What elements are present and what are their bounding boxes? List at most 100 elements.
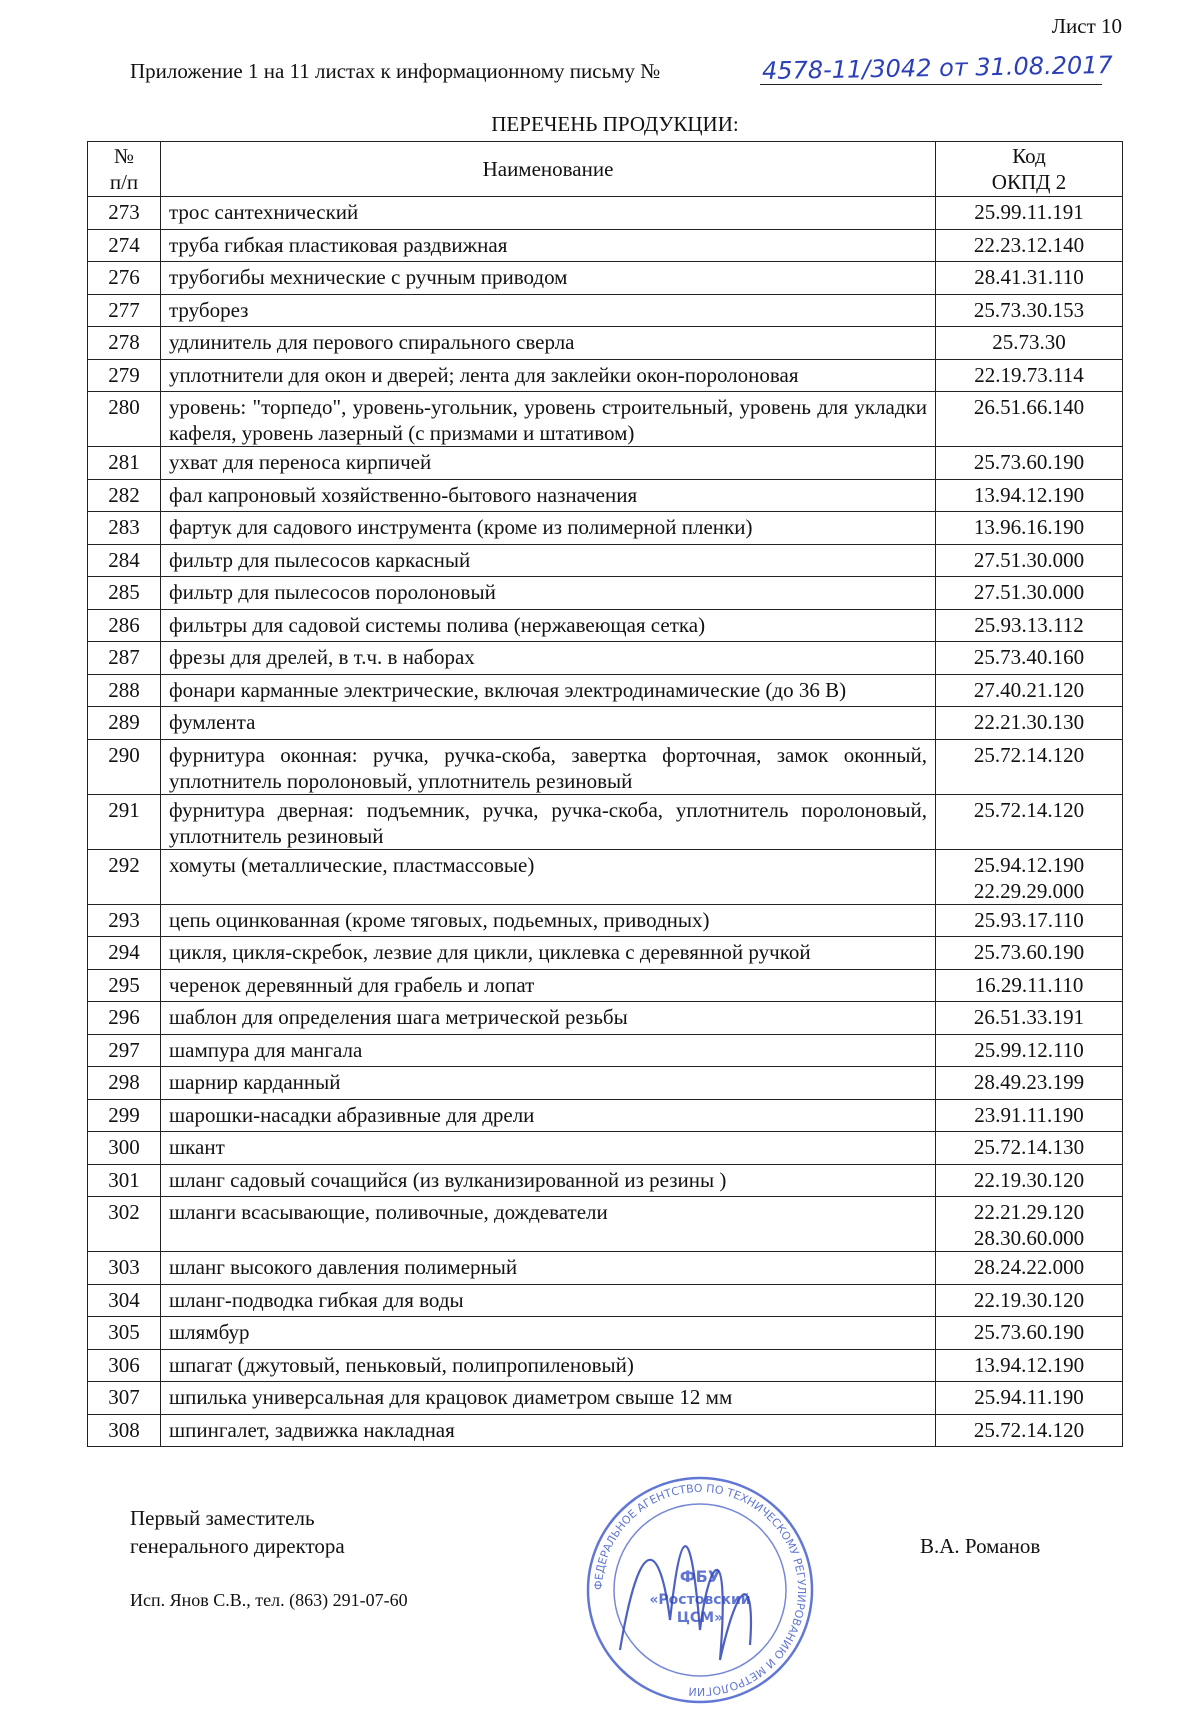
col-code-line2: ОКПД 2 bbox=[991, 170, 1067, 194]
executor-contact: Исп. Янов С.В., тел. (863) 291-07-60 bbox=[130, 1590, 408, 1610]
table-row: 280 уровень: "торпедо", уровень-угольник,… bbox=[87, 391, 1123, 447]
svg-text:«Ростовский: «Ростовский bbox=[649, 1592, 750, 1608]
row-name: шланг садовый сочащийся (из вулканизиров… bbox=[160, 1163, 936, 1197]
row-name: шкант bbox=[160, 1131, 936, 1165]
row-code: 25.72.14.130 bbox=[935, 1131, 1123, 1165]
row-name: шарнир карданный bbox=[160, 1066, 936, 1100]
table-row: 291 фурнитура дверная: подъемник, ручка, … bbox=[87, 793, 1123, 850]
row-code: 25.72.14.120 bbox=[935, 738, 1123, 795]
row-number: 308 bbox=[87, 1413, 161, 1447]
row-name: черенок деревянный для грабель и лопат bbox=[160, 968, 936, 1002]
row-number: 278 bbox=[87, 326, 161, 360]
row-name: шпилька универсальная для крацовок диаме… bbox=[160, 1381, 936, 1415]
row-number: 291 bbox=[87, 793, 161, 850]
row-name: шпагат (джутовый, пеньковый, полипропиле… bbox=[160, 1348, 936, 1382]
row-code: 22.21.29.120 28.30.60.000 bbox=[935, 1196, 1123, 1252]
official-stamp: ФЕДЕРАЛЬНОЕ АГЕНТСТВО ПО ТЕХНИЧЕСКОМУ РЕ… bbox=[586, 1476, 814, 1704]
document-title: ПЕРЕЧЕНЬ ПРОДУКЦИИ: bbox=[491, 112, 739, 136]
row-number: 287 bbox=[87, 641, 161, 675]
row-code: 25.72.14.120 bbox=[935, 793, 1123, 850]
table-row: 308 шпингалет, задвижка накладная 25.72.14… bbox=[87, 1413, 1123, 1447]
row-name: хомуты (металлические, пластмассовые) bbox=[160, 848, 936, 905]
table-row: 287 фрезы для дрелей, в т.ч. в наборах 25.… bbox=[87, 641, 1123, 675]
signer-name: В.А. Романов bbox=[920, 1534, 1041, 1558]
row-name: фрезы для дрелей, в т.ч. в наборах bbox=[160, 641, 936, 675]
row-code: 25.99.11.191 bbox=[935, 196, 1123, 230]
row-name: цепь оцинкованная (кроме тяговых, подьем… bbox=[160, 903, 936, 937]
row-name: шампура для мангала bbox=[160, 1033, 936, 1067]
col-code-header: Код ОКПД 2 bbox=[935, 141, 1123, 197]
row-number: 284 bbox=[87, 543, 161, 577]
row-code: 25.99.12.110 bbox=[935, 1033, 1123, 1067]
row-code: 26.51.66.140 bbox=[935, 391, 1123, 447]
row-name: трубогибы мехнические с ручным приводом bbox=[160, 261, 936, 295]
col-code-line1: Код bbox=[1012, 144, 1046, 168]
table-row: 282 фал капроновый хозяйственно-бытового … bbox=[87, 478, 1123, 512]
row-number: 277 bbox=[87, 293, 161, 327]
table-row: 276 трубогибы мехнические с ручным привод… bbox=[87, 261, 1123, 295]
row-name: ухват для переноса кирпичей bbox=[160, 446, 936, 480]
row-name: удлинитель для перового спирального свер… bbox=[160, 326, 936, 360]
table-row: 296 шаблон для определения шага метрическ… bbox=[87, 1001, 1123, 1035]
row-name: шарошки-насадки абразивные для дрели bbox=[160, 1098, 936, 1132]
row-number: 274 bbox=[87, 228, 161, 262]
row-code: 25.94.12.190 22.29.29.000 bbox=[935, 848, 1123, 905]
row-name: шланги всасывающие, поливочные, дождеват… bbox=[160, 1196, 936, 1252]
table-row: 286 фильтры для садовой системы полива (н… bbox=[87, 608, 1123, 642]
row-name: шаблон для определения шага метрической … bbox=[160, 1001, 936, 1035]
row-name: фал капроновый хозяйственно-бытового наз… bbox=[160, 478, 936, 512]
row-number: 304 bbox=[87, 1283, 161, 1317]
row-code: 25.73.30 bbox=[935, 326, 1123, 360]
row-number: 293 bbox=[87, 903, 161, 937]
table-row: 297 шампура для мангала 25.99.12.110 bbox=[87, 1033, 1123, 1067]
table-row: 285 фильтр для пылесосов поролоновый 27.51… bbox=[87, 576, 1123, 610]
row-name: уровень: "торпедо", уровень-угольник, ур… bbox=[160, 391, 936, 447]
appendix-caption: Приложение 1 на 11 листах к информационн… bbox=[130, 59, 661, 83]
row-number: 307 bbox=[87, 1381, 161, 1415]
row-name: труборез bbox=[160, 293, 936, 327]
table-row: 284 фильтр для пылесосов каркасный 27.51.3… bbox=[87, 543, 1123, 577]
col-name-header: Наименование bbox=[160, 141, 936, 197]
row-number: 285 bbox=[87, 576, 161, 610]
table-row: 283 фартук для садового инструмента (кром… bbox=[87, 511, 1123, 545]
row-name: фильтр для пылесосов каркасный bbox=[160, 543, 936, 577]
row-code: 25.93.17.110 bbox=[935, 903, 1123, 937]
row-number: 299 bbox=[87, 1098, 161, 1132]
signer-position-line2: генерального директора bbox=[130, 1534, 345, 1558]
row-number: 298 bbox=[87, 1066, 161, 1100]
signer-position-line1: Первый заместитель bbox=[130, 1506, 315, 1530]
table-row: 294 цикля, цикля-скребок, лезвие для цикл… bbox=[87, 936, 1123, 970]
table-row: 274 труба гибкая пластиковая раздвижная 22… bbox=[87, 228, 1123, 262]
table-row: 290 фурнитура оконная: ручка, ручка-скоба… bbox=[87, 738, 1123, 795]
row-code: 25.94.11.190 bbox=[935, 1381, 1123, 1415]
col-no-line1: № bbox=[113, 144, 135, 168]
table-row: 304 шланг-подводка гибкая для воды 22.19.3… bbox=[87, 1283, 1123, 1317]
row-code: 22.21.30.130 bbox=[935, 706, 1123, 740]
row-code: 28.24.22.000 bbox=[935, 1251, 1123, 1285]
row-code: 22.19.30.120 bbox=[935, 1283, 1123, 1317]
row-code: 25.73.60.190 bbox=[935, 446, 1123, 480]
row-number: 295 bbox=[87, 968, 161, 1002]
row-name: фонари карманные электрические, включая … bbox=[160, 673, 936, 707]
row-code: 16.29.11.110 bbox=[935, 968, 1123, 1002]
row-number: 290 bbox=[87, 738, 161, 795]
row-name: фумлента bbox=[160, 706, 936, 740]
col-no-header: № п/п bbox=[87, 141, 161, 197]
table-row: 277 труборез 25.73.30.153 bbox=[87, 293, 1123, 327]
row-number: 303 bbox=[87, 1251, 161, 1285]
table-row: 306 шпагат (джутовый, пеньковый, полипроп… bbox=[87, 1348, 1123, 1382]
row-name: уплотнители для окон и дверей; лента для… bbox=[160, 358, 936, 392]
row-name: шпингалет, задвижка накладная bbox=[160, 1413, 936, 1447]
table-row: 300 шкант 25.72.14.130 bbox=[87, 1131, 1123, 1165]
table-header: № п/п Наименование Код ОКПД 2 bbox=[87, 141, 1123, 197]
table-row: 298 шарнир карданный 28.49.23.199 bbox=[87, 1066, 1123, 1100]
table-row: 278 удлинитель для перового спирального с… bbox=[87, 326, 1123, 360]
row-code: 13.96.16.190 bbox=[935, 511, 1123, 545]
row-code: 25.72.14.120 bbox=[935, 1413, 1123, 1447]
row-number: 306 bbox=[87, 1348, 161, 1382]
col-no-line2: п/п bbox=[109, 170, 139, 194]
row-code: 25.73.30.153 bbox=[935, 293, 1123, 327]
row-name: шлямбур bbox=[160, 1316, 936, 1350]
table-row: 299 шарошки-насадки абразивные для дрели 2… bbox=[87, 1098, 1123, 1132]
row-name: трос сантехнический bbox=[160, 196, 936, 230]
